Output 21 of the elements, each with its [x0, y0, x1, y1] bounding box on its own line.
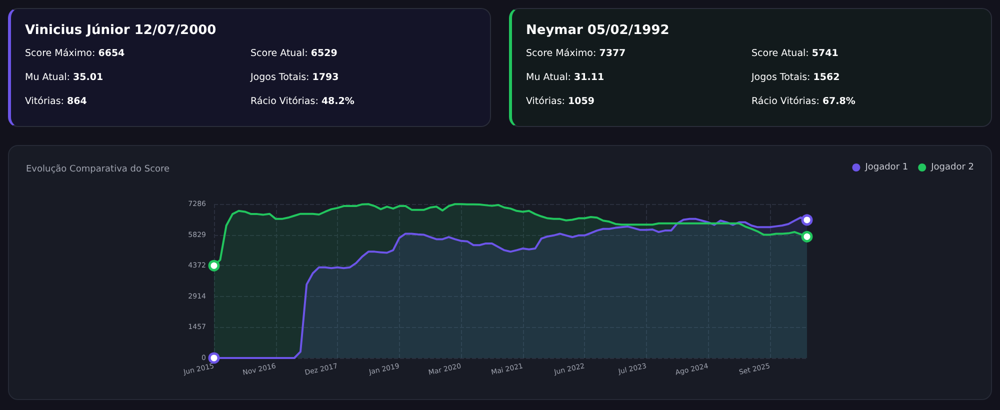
text: Jogos Totais: 1562: [752, 72, 841, 83]
text: Vitórias: 864: [25, 96, 88, 107]
text: Jogos Totais: 1793: [250, 72, 340, 83]
point: [208, 260, 220, 272]
text: Score Máximo: 6654: [25, 48, 126, 59]
text: Vitórias: 1059: [526, 96, 596, 107]
text: Evolução Comparativa do Score: [26, 164, 170, 174]
text: Rácio Vitórias: 67.8%: [752, 96, 856, 107]
legend-label: Jogador 2: [930, 162, 974, 172]
legend-label: Jogador 1: [864, 162, 908, 172]
text: Mu Atual: 31.11: [526, 72, 606, 83]
text: Score Atual: 6529: [250, 48, 338, 59]
point: [208, 352, 220, 364]
point: [801, 230, 813, 242]
text: Score Máximo: 7377: [526, 48, 627, 59]
text: Vinicius Júnior 12/07/2000: [25, 23, 218, 38]
point: [801, 214, 813, 226]
text: Rácio Vitórias: 48.2%: [250, 96, 356, 107]
text: Neymar 05/02/1992: [526, 23, 670, 38]
text: Mu Atual: 35.01: [25, 72, 104, 83]
text: Score Atual: 5741: [752, 48, 840, 59]
